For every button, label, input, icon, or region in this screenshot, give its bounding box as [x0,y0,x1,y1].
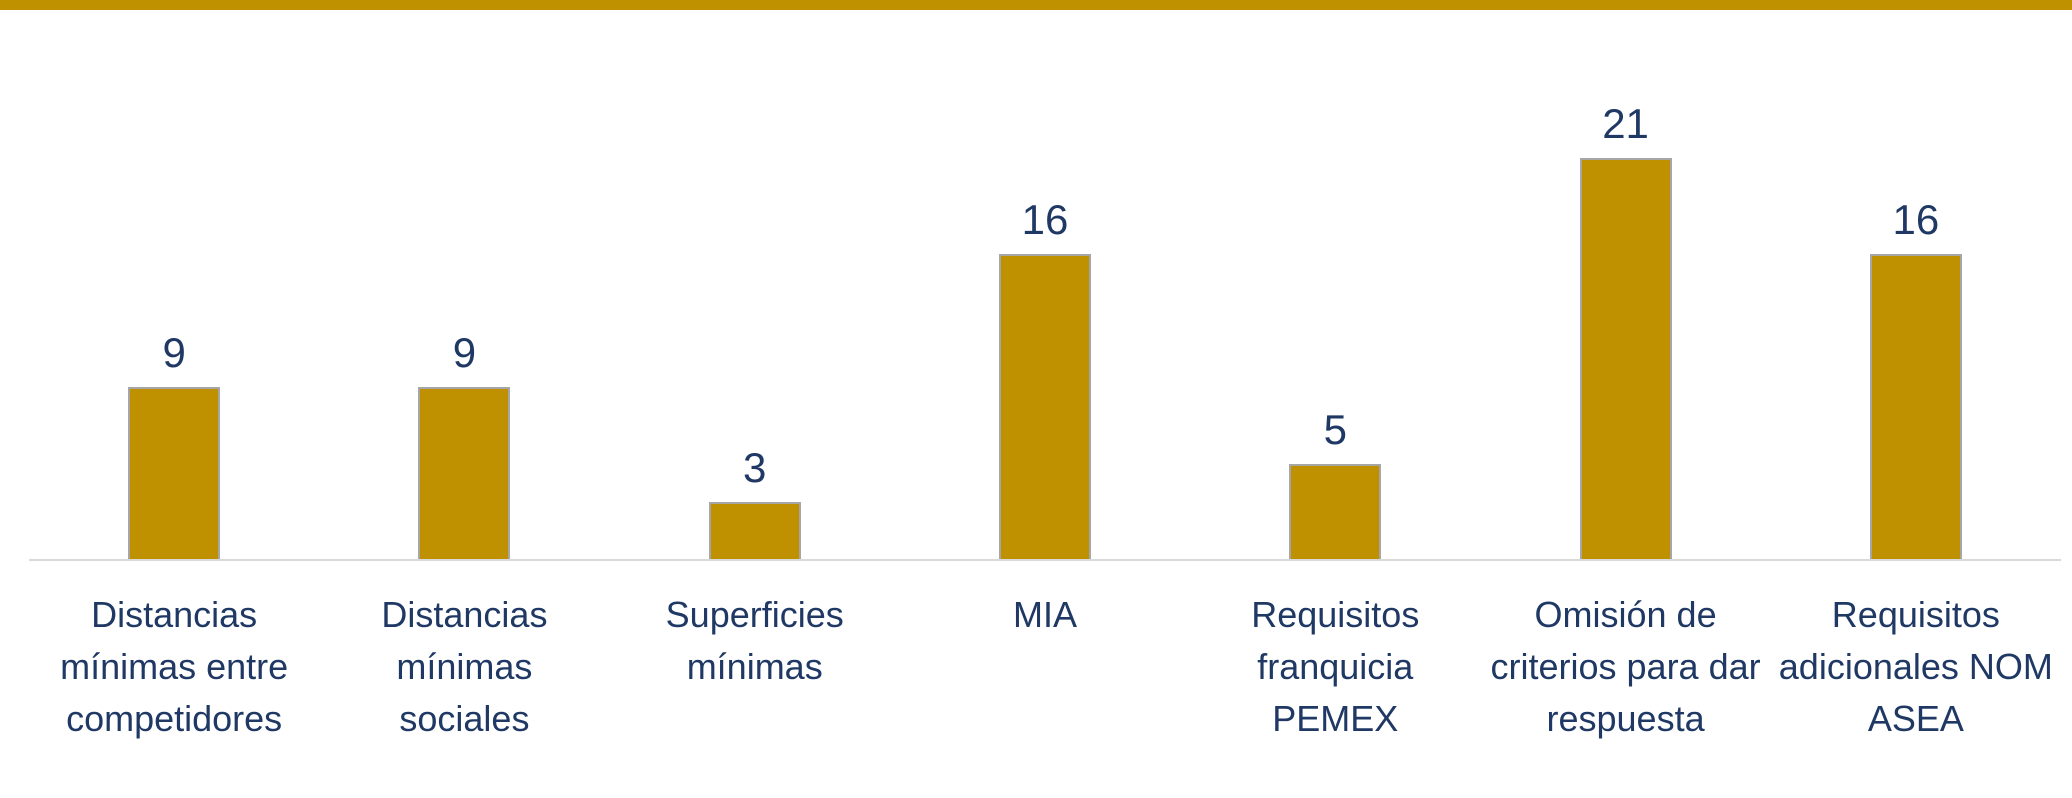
bar [708,501,801,559]
bar [1579,158,1672,559]
bar [1289,463,1382,559]
value-label: 16 [1021,195,1069,243]
x-tick-label: Omisión de criterios para dar respuesta [1490,594,1761,739]
x-axis-line [29,559,2061,561]
value-label: 16 [1892,195,1940,243]
value-label: 9 [452,329,477,377]
value-label: 9 [162,329,186,377]
bar [999,253,1091,559]
top-stripe [0,0,2072,10]
bar [418,387,511,559]
x-tick-label: Requisitos franquicia PEMEX [1251,594,1420,739]
bar [1869,253,1962,559]
bar [128,387,221,559]
x-tick-label: Requisitos adicionales NOM ASEA [1778,594,2053,739]
value-label: 5 [1323,405,1347,453]
x-tick-label: Superficies mínimas [665,594,844,687]
value-label: 3 [743,443,767,491]
value-label: 21 [1602,100,1649,148]
x-tick-label: Distancias mínimas sociales [381,594,548,739]
x-tick-label: Distancias mínimas entre competidores [60,594,289,739]
x-tick-label: MIA [1012,594,1077,635]
